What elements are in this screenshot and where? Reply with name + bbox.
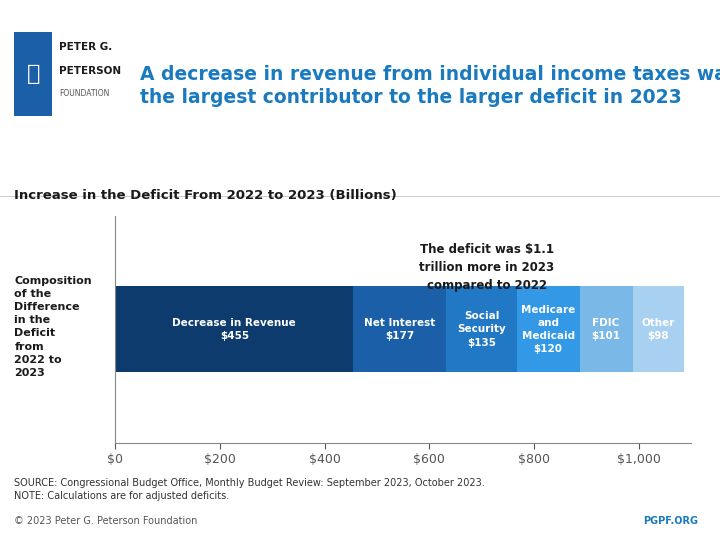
Text: PETERSON: PETERSON: [59, 66, 122, 76]
Text: Net Interest
$177: Net Interest $177: [364, 318, 436, 341]
Text: Increase in the Deficit From 2022 to 2023 (Billions): Increase in the Deficit From 2022 to 202…: [14, 190, 397, 202]
Bar: [580, 286, 633, 373]
Bar: [633, 286, 684, 373]
Text: Decrease in Revenue
$455: Decrease in Revenue $455: [173, 318, 296, 341]
Text: Composition
of the
Difference
in the
Deficit
from
2022 to
2023: Composition of the Difference in the Def…: [14, 275, 92, 378]
Bar: [354, 286, 446, 373]
Bar: [14, 32, 52, 116]
Text: The deficit was $1.1
trillion more in 2023
compared to 2022: The deficit was $1.1 trillion more in 20…: [420, 243, 554, 292]
Text: Medicare
and
Medicaid
$120: Medicare and Medicaid $120: [521, 305, 575, 354]
Text: Other
$98: Other $98: [642, 318, 675, 341]
Text: © 2023 Peter G. Peterson Foundation: © 2023 Peter G. Peterson Foundation: [14, 516, 198, 526]
Text: SOURCE: Congressional Budget Office, Monthly Budget Review: September 2023, Octo: SOURCE: Congressional Budget Office, Mon…: [14, 478, 485, 501]
Text: PETER G.: PETER G.: [59, 42, 112, 52]
Text: FOUNDATION: FOUNDATION: [59, 90, 109, 98]
Bar: [115, 286, 354, 373]
Text: PGPF.ORG: PGPF.ORG: [644, 516, 698, 526]
Text: FDIC
$101: FDIC $101: [592, 318, 621, 341]
Bar: [446, 286, 517, 373]
Text: A decrease in revenue from individual income taxes was
the largest contributor t: A decrease in revenue from individual in…: [140, 65, 720, 107]
Text: Social
Security
$135: Social Security $135: [457, 311, 506, 348]
Text: ⧉: ⧉: [27, 64, 40, 84]
Bar: [517, 286, 580, 373]
